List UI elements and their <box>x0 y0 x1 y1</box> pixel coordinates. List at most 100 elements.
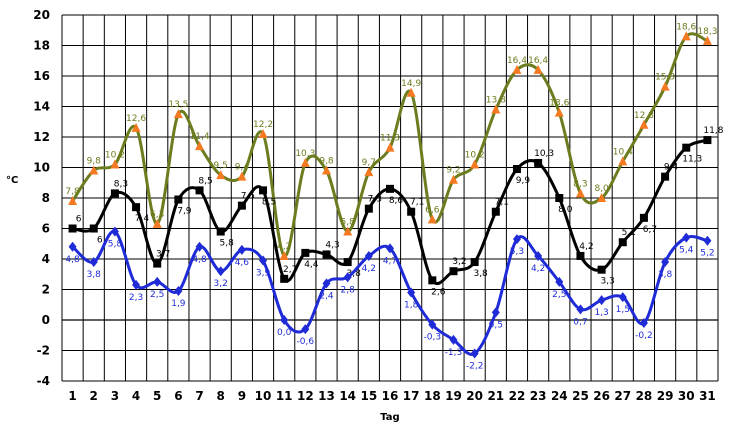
data-point <box>301 248 310 257</box>
data-point <box>448 174 458 184</box>
y-tick-label: 8 <box>42 191 50 205</box>
data-point <box>639 318 648 329</box>
data-point <box>428 319 437 330</box>
data-point <box>470 258 479 267</box>
x-tick-label: 8 <box>217 389 225 403</box>
data-label: 4,2 <box>277 242 291 252</box>
data-label: -0,6 <box>297 337 315 347</box>
data-label: 3,8 <box>347 269 362 279</box>
x-tick-label: 30 <box>678 389 695 403</box>
data-point <box>512 234 521 245</box>
data-point <box>132 279 141 290</box>
x-tick-label: 11 <box>276 389 293 403</box>
data-point <box>110 189 119 198</box>
data-label: 5,8 <box>108 240 123 250</box>
data-label: 0,5 <box>489 320 503 330</box>
data-label: 2,5 <box>150 290 164 300</box>
y-tick-label: 6 <box>42 222 50 236</box>
data-label: 7,9 <box>177 207 192 217</box>
x-tick-labels: 1 2 3 4 5 6 7 8 9 10 11 12 13 14 15 16 17 18 19 20 21 22 23 24 2… <box>68 389 715 403</box>
data-label: 8,0 <box>594 184 609 194</box>
data-label: 3,2 <box>452 257 466 267</box>
data-point <box>300 157 310 167</box>
data-label: 16,4 <box>528 56 548 66</box>
data-label: 6,3 <box>150 210 164 220</box>
data-label: 1,9 <box>171 299 186 309</box>
y-tick-label: 20 <box>33 8 50 22</box>
data-point <box>195 186 204 195</box>
data-label: 8,0 <box>558 205 573 215</box>
y-tick-label: -4 <box>37 374 50 388</box>
data-point <box>407 207 416 216</box>
data-point <box>216 266 225 277</box>
data-point <box>491 207 500 216</box>
data-point <box>153 276 162 287</box>
y-tick-label: -2 <box>37 344 50 358</box>
data-label: 2,6 <box>431 287 446 297</box>
data-point <box>173 109 183 119</box>
data-label: 3,2 <box>214 279 228 289</box>
data-point <box>259 255 268 266</box>
data-label: 3,9 <box>256 269 271 279</box>
grid-lines <box>61 14 719 382</box>
data-label: 12,2 <box>253 120 273 130</box>
data-point <box>449 334 458 345</box>
data-label: 9,8 <box>319 157 334 167</box>
x-tick-label: 4 <box>132 389 140 403</box>
x-tick-label: 19 <box>445 389 462 403</box>
data-label: 12,6 <box>126 114 146 124</box>
x-tick-label: 23 <box>530 389 547 403</box>
data-label: 8,5 <box>262 197 276 207</box>
series-2: 6 6 8,3 7,4 3,7 7,9 8,5 5,8 7,5 8,5 2,7 4,4 4,3 3,8 7,… <box>68 126 724 297</box>
x-tick-label: 24 <box>551 389 568 403</box>
data-point <box>131 122 141 132</box>
data-label: 13,6 <box>549 99 569 109</box>
data-label: 5,1 <box>622 228 636 238</box>
x-tick-label: 2 <box>90 389 98 403</box>
x-tick-label: 6 <box>174 389 182 403</box>
data-label: 4,6 <box>235 258 250 268</box>
data-point <box>280 315 289 325</box>
data-point <box>301 324 310 335</box>
x-tick-label: 9 <box>238 389 246 403</box>
x-axis-label: Tag <box>380 412 399 423</box>
x-tick-label: 17 <box>403 389 420 403</box>
x-tick-label: 29 <box>657 389 674 403</box>
data-point <box>153 259 162 268</box>
data-point <box>512 64 522 74</box>
data-label: 10,2 <box>465 150 485 160</box>
data-point <box>110 159 120 169</box>
data-point <box>386 243 394 254</box>
data-label: 5,3 <box>510 247 524 257</box>
data-point <box>597 295 606 306</box>
x-tick-label: 22 <box>509 389 526 403</box>
data-point <box>703 235 712 246</box>
data-label: 8,5 <box>198 176 212 186</box>
data-point <box>174 286 183 297</box>
data-label: 1,8 <box>404 301 419 311</box>
data-point <box>428 276 437 285</box>
data-point <box>132 203 141 212</box>
data-label: 2,4 <box>319 291 334 301</box>
data-label: 5,8 <box>220 239 235 249</box>
data-label: 7,8 <box>65 187 80 197</box>
data-label: 14,9 <box>401 79 421 89</box>
x-tick-label: 28 <box>636 389 653 403</box>
data-label: 13,8 <box>486 96 506 106</box>
x-tick-label: 14 <box>339 389 356 403</box>
x-tick-label: 21 <box>487 389 504 403</box>
data-point <box>512 165 521 174</box>
x-tick-label: 1 <box>68 389 76 403</box>
data-point <box>661 172 670 181</box>
data-label: 7,1 <box>495 198 509 208</box>
data-point <box>555 194 564 202</box>
data-point <box>258 128 268 138</box>
data-label: 3,3 <box>600 277 614 287</box>
data-point <box>68 196 78 206</box>
data-label: 2,8 <box>341 285 356 295</box>
data-label: 9,7 <box>362 158 376 168</box>
data-point <box>639 213 648 222</box>
data-point <box>89 257 98 268</box>
data-point <box>343 258 352 267</box>
data-label: 1,3 <box>594 308 608 318</box>
